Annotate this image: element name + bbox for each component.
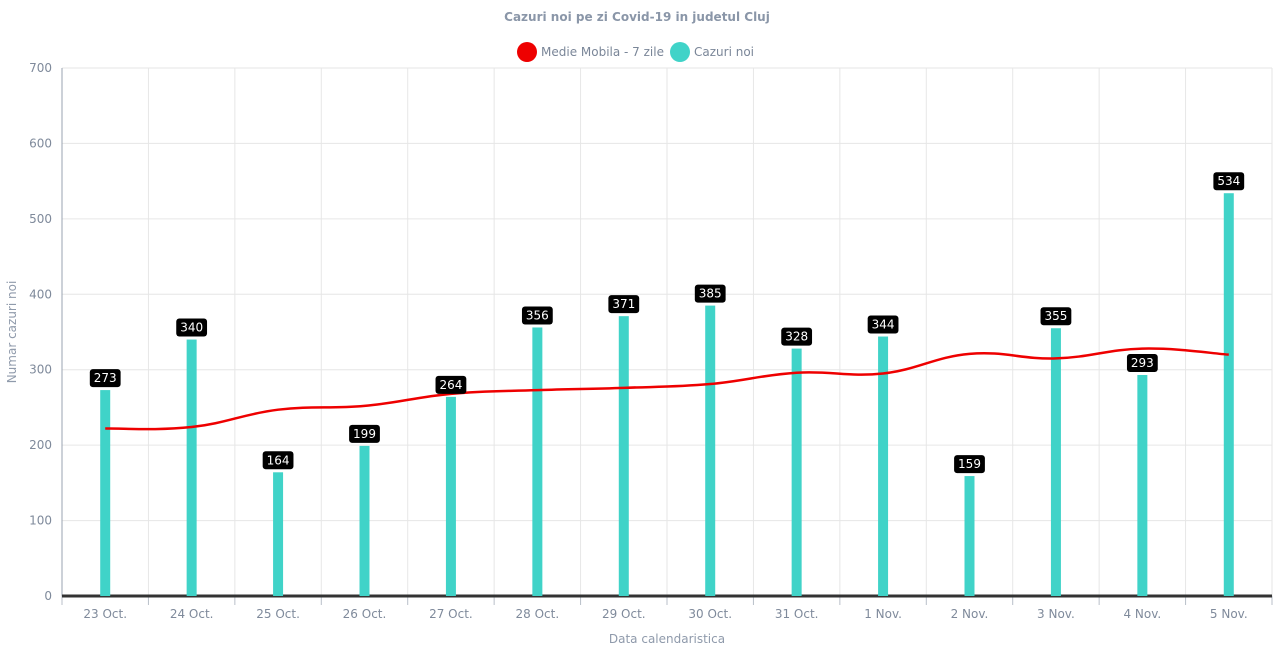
data-label-badge <box>176 318 208 337</box>
data-labels: 273 340 164 199 264 356 371 385 328 344 159 355 293 5… <box>89 172 1245 474</box>
legend-label-new-cases: Cazuri noi <box>694 45 754 59</box>
data-label-text: 328 <box>785 330 808 344</box>
y-tick-label: 700 <box>29 61 52 75</box>
legend: Medie Mobila - 7 zile Cazuri noi <box>517 42 754 62</box>
bar[interactable] <box>1223 193 1234 596</box>
x-tick-label: 3 Nov. <box>1037 607 1075 621</box>
data-label-badge <box>349 424 380 443</box>
x-tick-label: 30 Oct. <box>688 607 732 621</box>
y-tick-label: 400 <box>29 287 52 301</box>
data-label: 328 <box>781 327 813 346</box>
gridlines <box>61 67 1273 596</box>
data-label: 164 <box>262 451 294 470</box>
data-label-text: 356 <box>526 308 549 322</box>
legend-item-moving-average[interactable]: Medie Mobila - 7 zile <box>517 42 664 62</box>
x-tick-label: 23 Oct. <box>83 607 127 621</box>
x-tick-label: 2 Nov. <box>951 607 989 621</box>
data-label-badge <box>867 315 899 334</box>
legend-marker-moving-average <box>517 42 537 62</box>
data-label: 344 <box>867 315 899 334</box>
x-tick-label: 24 Oct. <box>170 607 214 621</box>
bar[interactable] <box>705 305 716 596</box>
legend-marker-new-cases <box>670 42 690 62</box>
x-tick-label: 5 Nov. <box>1210 607 1248 621</box>
bar[interactable] <box>1050 328 1061 596</box>
x-tick-label: 4 Nov. <box>1123 607 1161 621</box>
bar[interactable] <box>1137 374 1148 596</box>
data-label: 371 <box>608 295 640 314</box>
y-tick-label: 500 <box>29 212 52 226</box>
data-label-badge <box>608 295 640 314</box>
legend-label-moving-average: Medie Mobila - 7 zile <box>541 45 664 59</box>
data-label-badge <box>694 284 726 303</box>
bar[interactable] <box>186 339 197 596</box>
data-label-text: 344 <box>872 318 895 332</box>
y-tick-label: 600 <box>29 136 52 150</box>
x-tick-label: 1 Nov. <box>864 607 902 621</box>
data-label: 534 <box>1213 172 1245 191</box>
data-label: 355 <box>1040 307 1072 326</box>
data-label: 340 <box>176 318 208 337</box>
data-label: 264 <box>435 375 467 394</box>
bar[interactable] <box>532 327 543 596</box>
data-label: 356 <box>521 306 553 325</box>
bar[interactable] <box>878 336 889 596</box>
data-label-badge <box>954 455 985 474</box>
data-label-badge <box>1126 353 1158 372</box>
bar[interactable] <box>100 390 111 596</box>
data-label-text: 273 <box>94 371 117 385</box>
bar[interactable] <box>618 316 629 596</box>
data-label-text: 264 <box>439 378 462 392</box>
x-tick-label: 29 Oct. <box>602 607 646 621</box>
data-label-badge <box>781 327 813 346</box>
y-tick-label: 0 <box>44 589 52 603</box>
data-label-text: 385 <box>699 287 722 301</box>
x-axis-title: Data calendaristica <box>609 632 725 646</box>
data-label-badge <box>521 306 553 325</box>
data-label-text: 340 <box>180 321 203 335</box>
data-label-badge <box>1213 172 1245 191</box>
legend-item-new-cases[interactable]: Cazuri noi <box>670 42 754 62</box>
chart-title: Cazuri noi pe zi Covid-19 in judetul Clu… <box>504 10 770 24</box>
data-label-text: 534 <box>1217 174 1240 188</box>
bar[interactable] <box>273 472 284 596</box>
x-tick-label: 27 Oct. <box>429 607 473 621</box>
data-label-text: 371 <box>612 297 635 311</box>
data-label-text: 199 <box>353 427 376 441</box>
x-tick-label: 25 Oct. <box>256 607 300 621</box>
bar-series <box>100 193 1234 596</box>
bar[interactable] <box>445 396 456 596</box>
data-label-text: 355 <box>1044 309 1067 323</box>
data-label: 273 <box>89 369 121 388</box>
y-tick-label: 300 <box>29 363 52 377</box>
data-label: 293 <box>1126 353 1158 372</box>
x-tick-label: 28 Oct. <box>516 607 560 621</box>
y-tick-label: 200 <box>29 438 52 452</box>
data-label-text: 164 <box>267 453 290 467</box>
x-tick-label: 31 Oct. <box>775 607 819 621</box>
data-label-badge <box>1040 307 1072 326</box>
x-tick-label: 26 Oct. <box>343 607 387 621</box>
data-label-badge <box>435 375 467 394</box>
bar[interactable] <box>964 476 975 596</box>
data-label-text: 159 <box>958 457 981 471</box>
data-label-badge <box>89 369 121 388</box>
line-series <box>105 347 1229 431</box>
y-tick-label: 100 <box>29 514 52 528</box>
y-axis: 0 100 200 300 400 500 600 700 <box>29 61 63 604</box>
bar[interactable] <box>791 348 802 596</box>
y-axis-title: Numar cazuri noi <box>5 281 19 384</box>
data-label: 385 <box>694 284 726 303</box>
data-label-text: 293 <box>1131 356 1154 370</box>
data-label-badge <box>262 451 294 470</box>
x-axis: 23 Oct. 24 Oct. 25 Oct. 26 Oct. 27 Oct. 28 Oc… <box>61 594 1273 621</box>
bar[interactable] <box>359 445 370 596</box>
moving-average-line[interactable] <box>105 347 1229 431</box>
data-label: 159 <box>954 455 985 474</box>
data-label: 199 <box>349 424 380 443</box>
